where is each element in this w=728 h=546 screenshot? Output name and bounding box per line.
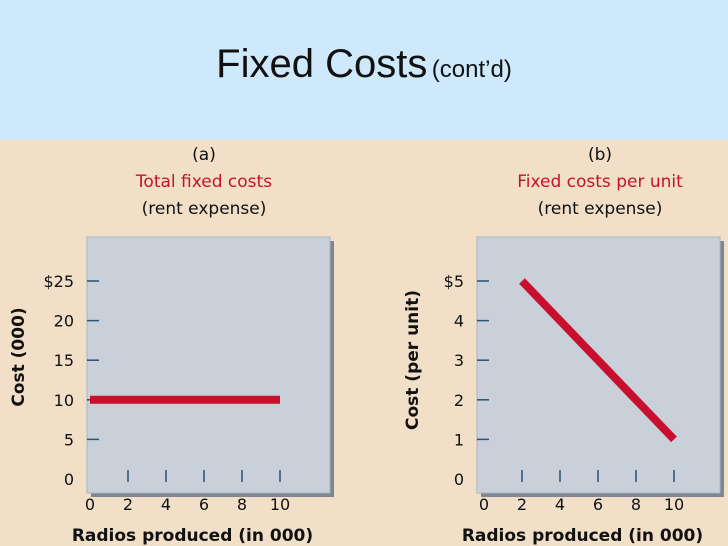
- chart-title: Total fixed costs: [135, 172, 272, 192]
- x-tick-label: 10: [664, 495, 684, 514]
- y-axis-title: Cost (per unit): [403, 290, 423, 430]
- chart-title: Fixed costs per unit: [517, 172, 683, 192]
- x-tick-label: 4: [555, 495, 565, 514]
- panel-label: (a): [192, 145, 216, 165]
- y-tick-label: 3: [454, 351, 464, 370]
- slide-title: Fixed Costs (cont’d): [0, 42, 728, 87]
- slide-header: Fixed Costs (cont’d): [0, 0, 728, 140]
- series-line: [519, 278, 677, 443]
- panel-label: (b): [588, 145, 612, 165]
- x-tick-label: 8: [237, 495, 247, 514]
- chart-subtitle: (rent expense): [538, 199, 663, 219]
- x-tick-label: 0: [85, 495, 95, 514]
- x-tick-label: 2: [123, 495, 133, 514]
- y-tick-label: 0: [64, 470, 74, 489]
- slide-title-subtitle: (cont’d): [431, 56, 512, 83]
- y-tick-label: 10: [54, 391, 74, 410]
- x-tick-label: 2: [517, 495, 527, 514]
- x-tick-label: 8: [631, 495, 641, 514]
- y-tick-label: 2: [454, 391, 464, 410]
- x-tick-label: 6: [593, 495, 603, 514]
- x-axis-title: Radios produced (in 000): [72, 526, 313, 546]
- y-tick-label: $25: [43, 272, 74, 291]
- plot-area: [86, 236, 331, 494]
- x-tick-label: 0: [479, 495, 489, 514]
- y-tick-label: 20: [54, 312, 74, 331]
- x-tick-label: 10: [270, 495, 290, 514]
- y-tick-label: 5: [64, 430, 74, 449]
- x-tick-label: 6: [199, 495, 209, 514]
- y-tick-label: 4: [454, 312, 464, 331]
- y-tick-label: 15: [54, 351, 74, 370]
- y-tick-label: $5: [444, 272, 464, 291]
- slide-title-main: Fixed Costs: [216, 42, 428, 86]
- x-axis-title: Radios produced (in 000): [462, 526, 703, 546]
- y-tick-label: 1: [454, 430, 464, 449]
- chart-subtitle: (rent expense): [142, 199, 267, 219]
- x-tick-label: 4: [161, 495, 171, 514]
- y-axis-title: Cost (000): [9, 307, 29, 406]
- y-tick-label: 0: [454, 470, 464, 489]
